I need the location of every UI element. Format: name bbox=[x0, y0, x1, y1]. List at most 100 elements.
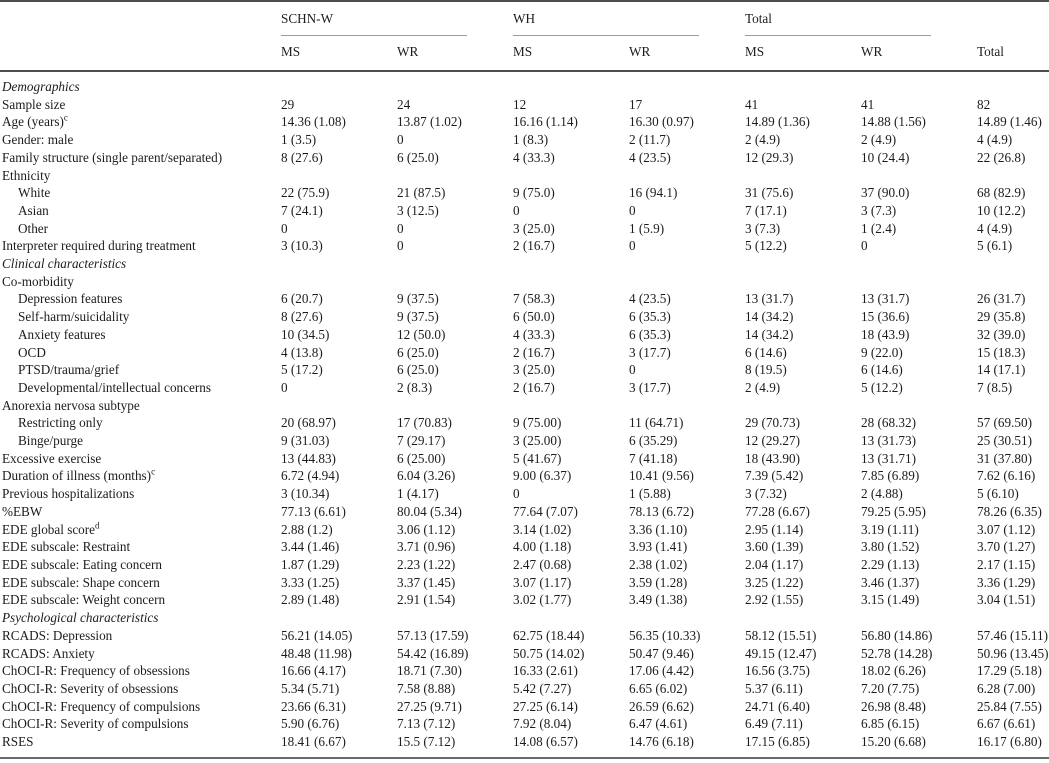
row-label-text: Excessive exercise bbox=[2, 450, 102, 466]
table-row: RSES 18.41 (6.67) 15.5 (7.12) 14.08 (6.57) 1… bbox=[0, 733, 1049, 758]
table-row: EDE subscale: Eating concern 1.87 (1.29) 2… bbox=[0, 556, 1049, 574]
cell-value bbox=[281, 255, 397, 273]
cell-value: 16 (94.1) bbox=[629, 185, 678, 201]
cell-value: 20 (68.97) bbox=[281, 415, 336, 431]
cell-value: 3.06 (1.12) bbox=[397, 521, 456, 537]
row-label: Gender: male bbox=[0, 131, 281, 149]
table-row: Restricting only 20 (68.97) 17 (70.83) 9 (7… bbox=[0, 414, 1049, 432]
cell-value: 29 (35.8) bbox=[977, 309, 1026, 325]
cell-value: 14 (34.2) bbox=[745, 309, 794, 325]
sub-header-wr: WR bbox=[629, 36, 746, 72]
cell-value: 6 (25.0) bbox=[397, 149, 439, 165]
cell-value: 8 (27.6) bbox=[281, 309, 323, 325]
cell-value: 50.96 (13.45) bbox=[977, 645, 1049, 661]
cell-value: 2.91 (1.54) bbox=[397, 592, 456, 608]
cell-value: 24 bbox=[397, 96, 411, 112]
row-label: ChOCI-R: Severity of compulsions bbox=[0, 715, 281, 733]
cell-value: 0 bbox=[397, 238, 404, 254]
cell-value: 22 (26.8) bbox=[977, 149, 1026, 165]
table-row: EDE subscale: Weight concern 2.89 (1.48) 2… bbox=[0, 591, 1049, 609]
cell-value: 77.28 (6.67) bbox=[745, 503, 810, 519]
cell-value bbox=[745, 255, 861, 273]
cell-value: 6 (35.29) bbox=[629, 433, 678, 449]
sub-header-wr: WR bbox=[861, 36, 978, 72]
cell-value: 31 (37.80) bbox=[977, 450, 1032, 466]
cell-value: 13 (31.71) bbox=[861, 450, 916, 466]
cell-value: 18.71 (7.30) bbox=[397, 663, 462, 679]
cell-value bbox=[397, 273, 513, 291]
row-label: Previous hospitalizations bbox=[0, 485, 281, 503]
table-row: Depression features 6 (20.7) 9 (37.5) 7 (58… bbox=[0, 290, 1049, 308]
cell-value: 5 (12.2) bbox=[745, 238, 787, 254]
cell-value: 2.38 (1.02) bbox=[629, 556, 688, 572]
cell-value bbox=[513, 397, 629, 415]
cell-value: 3 (17.7) bbox=[629, 379, 671, 395]
cell-value: 10.41 (9.56) bbox=[629, 468, 694, 484]
cell-value: 13.87 (1.02) bbox=[397, 114, 462, 130]
cell-value: 3.36 (1.10) bbox=[629, 521, 688, 537]
cell-value: 2.04 (1.17) bbox=[745, 556, 804, 572]
cell-value: 52.78 (14.28) bbox=[861, 645, 933, 661]
cell-value bbox=[745, 397, 861, 415]
table-row: Gender: male 1 (3.5) 0 1 (8.3) 2 (11.7) 2 (4.… bbox=[0, 131, 1049, 149]
cell-value: 2.92 (1.55) bbox=[745, 592, 804, 608]
table-row: ChOCI-R: Severity of compulsions 5.90 (6.… bbox=[0, 715, 1049, 733]
row-label: ChOCI-R: Frequency of obsessions bbox=[0, 662, 281, 680]
cell-value: 2.29 (1.13) bbox=[861, 556, 920, 572]
row-label: ChOCI-R: Frequency of compulsions bbox=[0, 698, 281, 716]
col-group-label: SCHN-W bbox=[281, 11, 334, 26]
row-label-text: Family structure (single parent/separate… bbox=[2, 149, 223, 165]
cell-value: 6.49 (7.11) bbox=[745, 716, 803, 732]
cell-value: 16.16 (1.14) bbox=[513, 114, 578, 130]
cell-value: 3.14 (1.02) bbox=[513, 521, 572, 537]
table-row: Sample size 29 24 12 17 41 41 82 bbox=[0, 96, 1049, 114]
row-label-text: Gender: male bbox=[2, 132, 74, 148]
table-row: Demographics bbox=[0, 71, 1049, 96]
row-label-text: Sample size bbox=[2, 96, 66, 112]
cell-value: 25.84 (7.55) bbox=[977, 698, 1042, 714]
table-row: Binge/purge 9 (31.03) 7 (29.17) 3 (25.00) 6 … bbox=[0, 432, 1049, 450]
cell-value bbox=[281, 397, 397, 415]
cell-value bbox=[397, 397, 513, 415]
row-label-text: EDE subscale: Shape concern bbox=[2, 574, 160, 590]
cell-value: 6 (14.6) bbox=[861, 362, 903, 378]
cell-value: 27.25 (6.14) bbox=[513, 698, 578, 714]
cell-value bbox=[513, 273, 629, 291]
cell-value: 49.15 (12.47) bbox=[745, 645, 817, 661]
cell-value: 17.06 (4.42) bbox=[629, 663, 694, 679]
table-row: Self-harm/suicidality 8 (27.6) 9 (37.5) 6 (… bbox=[0, 308, 1049, 326]
sub-header-ms: MS bbox=[745, 36, 862, 72]
col-group-label: Total bbox=[745, 11, 772, 26]
cell-value: 0 bbox=[629, 202, 636, 218]
cell-value: 7 (41.18) bbox=[629, 450, 678, 466]
cell-value: 0 bbox=[281, 379, 288, 395]
row-label-text: EDE subscale: Restraint bbox=[2, 539, 131, 555]
cell-value: 26.98 (8.48) bbox=[861, 698, 926, 714]
row-label: Asian bbox=[0, 202, 281, 220]
table-row: Previous hospitalizations 3 (10.34) 1 (4.1… bbox=[0, 485, 1049, 503]
cell-value: 13 (31.7) bbox=[745, 291, 794, 307]
row-label: EDE global scored bbox=[0, 521, 281, 539]
row-label: Excessive exercise bbox=[0, 450, 281, 468]
cell-value: 10 (24.4) bbox=[861, 149, 910, 165]
cell-value: 17.15 (6.85) bbox=[745, 734, 810, 750]
cell-value: 0 bbox=[281, 220, 288, 236]
table-row: Asian 7 (24.1) 3 (12.5) 0 0 7 (17.1) 3 (7.3) 10… bbox=[0, 202, 1049, 220]
cell-value: 6 (25.00) bbox=[397, 450, 446, 466]
cell-value: 13 (31.7) bbox=[861, 291, 910, 307]
cell-value: 3.04 (1.51) bbox=[977, 592, 1036, 608]
row-label: White bbox=[0, 184, 281, 202]
footnote-marker: d bbox=[95, 520, 100, 531]
cell-value bbox=[281, 609, 397, 627]
row-label-text: RSES bbox=[2, 734, 34, 750]
cell-value: 31 (75.6) bbox=[745, 185, 794, 201]
cell-value: 32 (39.0) bbox=[977, 326, 1026, 342]
row-label: Duration of illness (months)c bbox=[0, 467, 281, 485]
cell-value: 3.37 (1.45) bbox=[397, 574, 456, 590]
row-label-text: ChOCI-R: Frequency of obsessions bbox=[2, 663, 190, 679]
cell-value: 3.15 (1.49) bbox=[861, 592, 920, 608]
table-body: Demographics Sample size 29 24 12 17 41 41 82 Age… bbox=[0, 71, 1049, 758]
cell-value: 3.25 (1.22) bbox=[745, 574, 804, 590]
column-group-row: SCHN-W WH Total bbox=[0, 1, 1049, 36]
table-row: Developmental/intellectual concerns 0 2 (8… bbox=[0, 379, 1049, 397]
